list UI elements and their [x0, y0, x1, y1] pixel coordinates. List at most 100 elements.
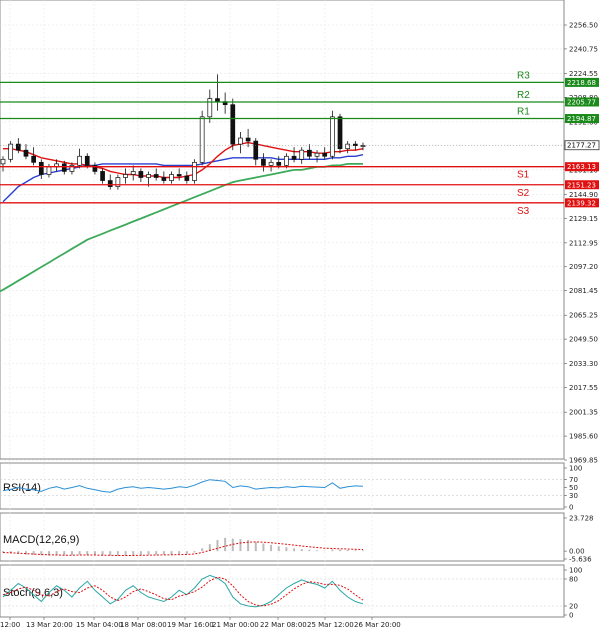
- macd-tick-label: -5.636: [569, 556, 592, 564]
- candle-body: [153, 174, 159, 178]
- level-name: R2: [517, 90, 530, 101]
- candle: [207, 89, 213, 123]
- candle: [352, 141, 358, 151]
- level-name: R1: [517, 107, 530, 118]
- candle-body: [123, 174, 128, 178]
- level-value: 2205.77: [567, 98, 596, 106]
- main-gridlines: [0, 0, 564, 617]
- level-name: S2: [517, 188, 530, 199]
- candle: [215, 74, 220, 111]
- candle-body: [299, 149, 305, 160]
- x-tick-label: 13 Mar 20:00: [26, 621, 73, 629]
- candle-body: [322, 152, 328, 157]
- candle-body: [337, 116, 343, 150]
- rsi-tick-label: 100: [569, 465, 582, 473]
- x-tick-label: 15 Mar 04:00: [76, 621, 123, 629]
- x-tick-label: 26 Mar 20:00: [354, 621, 401, 629]
- candle: [115, 174, 121, 190]
- level-value: 2151.23: [567, 181, 596, 189]
- candle-body: [115, 177, 121, 187]
- candle: [199, 110, 205, 166]
- candle-body: [161, 177, 167, 181]
- level-s3: S3 2139.32: [0, 198, 599, 217]
- level-value: 2163.13: [567, 163, 596, 171]
- candle-body: [261, 158, 266, 166]
- level-name: R3: [517, 70, 530, 81]
- candle-body: [314, 152, 320, 157]
- candle: [146, 171, 151, 187]
- y-tick-label: 2240.75: [569, 45, 598, 53]
- y-tick-label: 2144.90: [569, 191, 598, 199]
- candle-body: [245, 137, 251, 142]
- candle: [284, 153, 289, 169]
- x-tick-label: 22 Mar 08:00: [260, 621, 307, 629]
- candle-body: [230, 104, 236, 145]
- candle: [38, 159, 44, 180]
- candle-body: [284, 155, 289, 166]
- candle-body: [253, 140, 259, 160]
- candle-body: [268, 161, 274, 166]
- stoch-panel-frame: [0, 564, 565, 618]
- candle-body: [215, 98, 220, 102]
- stoch-tick-label: 20: [569, 603, 578, 611]
- candle: [291, 147, 297, 163]
- y-tick-label: 2097.20: [569, 263, 598, 271]
- candle-body: [100, 171, 105, 181]
- candle-body: [61, 163, 67, 172]
- support-resistance-levels: R3 2218.68 R2 2205.77 R1 2194.87 S1 2163.13 S2 21…: [0, 70, 599, 217]
- candle-body: [207, 98, 213, 118]
- candle-body: [291, 155, 297, 160]
- candle-body: [184, 175, 190, 181]
- stoch-signal-line: [2, 576, 364, 607]
- main-y-axis: 2256.502240.752224.552208.802192.602177.…: [564, 22, 598, 465]
- y-tick-label: 2049.50: [569, 336, 598, 344]
- x-tick-label: 19 Mar 16:00: [167, 621, 214, 629]
- candle: [261, 153, 266, 172]
- candle: [268, 159, 274, 172]
- candle: [161, 171, 167, 184]
- candle-body: [276, 161, 282, 166]
- x-tick-label: 18 Mar 08:00: [120, 621, 167, 629]
- level-r3: R3 2218.68: [0, 70, 599, 87]
- rsi-tick-label: 0: [569, 504, 573, 512]
- candle: [31, 147, 36, 166]
- y-tick-label: 1985.60: [569, 433, 598, 441]
- candle: [222, 92, 228, 114]
- candle: [84, 153, 90, 169]
- candle: [138, 168, 144, 183]
- candle: [245, 128, 251, 148]
- candle-body: [307, 149, 312, 157]
- x-tick-label: 21 Mar 00:00: [212, 621, 259, 629]
- last-price-label: 2177.27: [567, 142, 596, 150]
- candle: [23, 144, 29, 160]
- macd-panel: MACD(12,26,9) 23.728 0.00-5.636: [2, 515, 594, 564]
- candle: [192, 159, 197, 184]
- level-value: 2218.68: [567, 79, 596, 87]
- level-s1: S1 2163.13: [0, 162, 599, 181]
- candle: [322, 147, 328, 160]
- candle: [15, 138, 21, 154]
- candle-body: [130, 171, 136, 175]
- stoch-tick-label: 100: [569, 567, 582, 575]
- macd-tick-label: 0.00: [569, 548, 585, 556]
- candle-body: [352, 143, 358, 146]
- level-badge: [565, 77, 599, 87]
- candle: [153, 168, 159, 181]
- last-price-badge: [564, 140, 600, 151]
- candle: [238, 131, 243, 154]
- candle: [46, 163, 52, 178]
- x-tick-label: 12:00: [0, 621, 20, 629]
- candle-body: [92, 165, 98, 172]
- y-tick-label: 2129.15: [569, 215, 598, 223]
- level-value: 2139.32: [567, 199, 596, 207]
- candle: [107, 174, 113, 190]
- candle-body: [330, 116, 335, 157]
- candle: [77, 148, 82, 169]
- candle-body: [15, 143, 21, 151]
- level-badge: [565, 198, 599, 208]
- y-tick-label: 2033.30: [569, 360, 598, 368]
- candle: [230, 98, 236, 151]
- y-tick-label: 2065.25: [569, 312, 598, 320]
- candle: [100, 168, 105, 184]
